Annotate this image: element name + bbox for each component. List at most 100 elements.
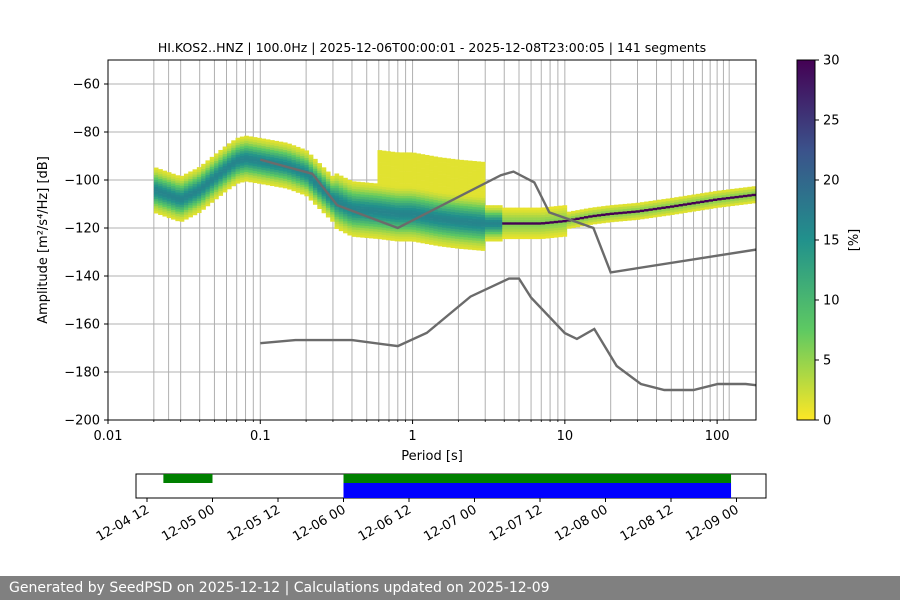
- heatmap-cell: [244, 147, 249, 151]
- heatmap-cell: [536, 217, 542, 220]
- heatmap-cell: [467, 230, 473, 233]
- heatmap-cell: [467, 232, 473, 236]
- heatmap-cell: [454, 197, 460, 201]
- heatmap-cell: [403, 214, 409, 218]
- heatmap-cell: [192, 181, 198, 185]
- heatmap-cell: [282, 154, 288, 158]
- heatmap-cell: [558, 210, 563, 214]
- heatmap-cell: [463, 210, 469, 214]
- heatmap-cell: [338, 214, 344, 217]
- heatmap-cell: [553, 227, 559, 231]
- heatmap-cell: [360, 186, 365, 190]
- heatmap-cell: [652, 214, 658, 218]
- heatmap-cell: [450, 166, 456, 169]
- heatmap-cell: [209, 161, 215, 165]
- heatmap-cell: [218, 171, 224, 175]
- heatmap-cell: [403, 166, 409, 170]
- heatmap-cell: [321, 200, 327, 204]
- heatmap-cell: [274, 157, 279, 161]
- heatmap-cell: [411, 212, 417, 216]
- heatmap-cell: [446, 232, 452, 236]
- heatmap-cell: [476, 240, 482, 244]
- heatmap-cell: [480, 164, 486, 167]
- heatmap-cell: [515, 236, 520, 240]
- heatmap-cell: [153, 181, 159, 185]
- heatmap-cell: [463, 167, 469, 171]
- heatmap-cell: [657, 214, 662, 217]
- heatmap-cell: [549, 206, 555, 210]
- heatmap-cell: [540, 219, 546, 223]
- heatmap-cell: [287, 179, 292, 183]
- heatmap-cell: [368, 187, 374, 191]
- heatmap-cell: [687, 197, 692, 201]
- heatmap-cell: [300, 189, 305, 193]
- heatmap-cell: [725, 191, 731, 195]
- heatmap-cell: [450, 216, 456, 220]
- heatmap-cell: [480, 248, 486, 251]
- heatmap-cell: [407, 171, 413, 175]
- heatmap-cell: [399, 159, 404, 163]
- heatmap-cell: [261, 157, 267, 161]
- heatmap-cell: [162, 199, 168, 203]
- heatmap-cell: [700, 197, 705, 201]
- heatmap-cell: [269, 173, 275, 177]
- heatmap-cell: [411, 181, 417, 185]
- heatmap-cell: [209, 188, 215, 191]
- heatmap-cell: [265, 177, 271, 181]
- heatmap-cell: [399, 205, 404, 208]
- heatmap-cell: [721, 197, 727, 200]
- heatmap-cell: [158, 193, 163, 196]
- heatmap-cell: [175, 216, 181, 219]
- heatmap-cell: [605, 215, 611, 218]
- heatmap-cell: [480, 209, 486, 213]
- heatmap-cell: [553, 206, 559, 209]
- heatmap-cell: [553, 218, 559, 221]
- heatmap-cell: [532, 231, 538, 235]
- heatmap-cell: [368, 192, 374, 196]
- heatmap-cell: [373, 231, 378, 234]
- heatmap-cell: [454, 221, 460, 225]
- heatmap-cell: [205, 189, 211, 192]
- heatmap-cell: [433, 168, 439, 172]
- heatmap-cell: [364, 189, 370, 193]
- heatmap-cell: [153, 201, 159, 204]
- heatmap-cell: [454, 233, 460, 237]
- psd-chart: HI.KOS2..HNZ | 100.0Hz | 2025-12-06T00:0…: [36, 40, 862, 545]
- psd-used-bar: [343, 483, 732, 498]
- heatmap-cell: [429, 172, 434, 176]
- heatmap-cell: [381, 181, 387, 185]
- heatmap-cell: [209, 192, 215, 196]
- heatmap-cell: [351, 195, 357, 199]
- heatmap-cell: [287, 146, 292, 149]
- heatmap-cell: [343, 225, 348, 229]
- heatmap-cell: [231, 166, 236, 170]
- heatmap-cell: [442, 160, 447, 163]
- heatmap-cell: [657, 211, 662, 215]
- heatmap-cell: [446, 194, 452, 198]
- heatmap-cell: [308, 183, 314, 187]
- heatmap-cell: [291, 176, 297, 180]
- heatmap-cell: [588, 212, 593, 216]
- heatmap-cell: [459, 186, 464, 189]
- heatmap-cell: [175, 206, 181, 210]
- heatmap-cell: [506, 234, 512, 237]
- heatmap-cell: [158, 178, 163, 182]
- heatmap-cell: [235, 140, 241, 143]
- heatmap-cell: [433, 221, 439, 225]
- heatmap-cell: [502, 217, 507, 220]
- heatmap-cell: [433, 223, 439, 227]
- heatmap-cell: [171, 176, 176, 179]
- heatmap-cell: [330, 216, 335, 220]
- heatmap-cell: [214, 186, 219, 190]
- heatmap-cell: [201, 183, 206, 186]
- heatmap-cell: [334, 178, 340, 181]
- heatmap-cell: [282, 144, 288, 148]
- heatmap-cell: [192, 188, 198, 192]
- heatmap-cell: [175, 211, 181, 214]
- heatmap-cell: [166, 188, 172, 192]
- heatmap-cell: [373, 214, 378, 218]
- heatmap-cell: [278, 168, 284, 171]
- heatmap-cell: [231, 183, 236, 187]
- heatmap-cell: [682, 200, 688, 204]
- heatmap-cell: [407, 231, 413, 235]
